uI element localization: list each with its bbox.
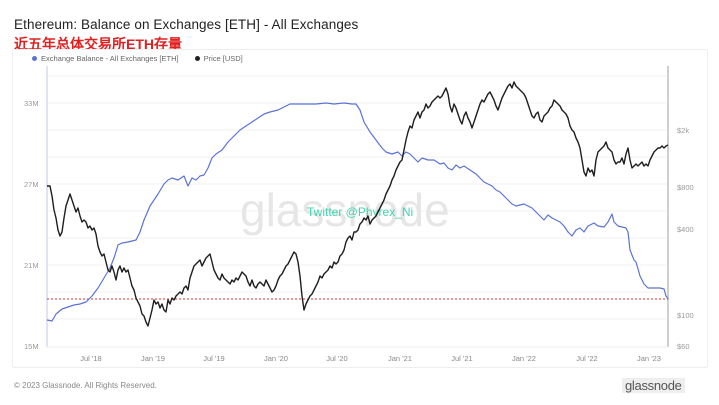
svg-text:33M: 33M xyxy=(24,99,39,108)
svg-text:Jan '21: Jan '21 xyxy=(388,354,412,363)
svg-text:Jul '19: Jul '19 xyxy=(203,354,224,363)
chart-card xyxy=(12,49,708,368)
chart-subtitle: 近五年总体交易所ETH存量 xyxy=(14,36,182,52)
svg-text:$100: $100 xyxy=(677,311,694,320)
svg-text:Jan '22: Jan '22 xyxy=(512,354,536,363)
svg-text:$800: $800 xyxy=(677,183,694,192)
price-line xyxy=(47,81,669,327)
legend-label: Price [USD] xyxy=(203,54,243,63)
legend-dot-icon xyxy=(194,56,200,61)
twitter-watermark: Twitter @Phyrex_Ni xyxy=(307,205,413,219)
legend-item-price[interactable]: Price [USD] xyxy=(194,54,243,63)
svg-text:15M: 15M xyxy=(24,342,39,351)
svg-text:Jan '19: Jan '19 xyxy=(141,354,165,363)
svg-text:Jul '18: Jul '18 xyxy=(80,354,101,363)
left-axis-labels: 33M 27M 21M 15M xyxy=(24,99,39,351)
glassnode-watermark: glassnode xyxy=(240,184,450,236)
svg-text:Jul '21: Jul '21 xyxy=(451,354,472,363)
svg-text:$400: $400 xyxy=(677,225,694,234)
svg-text:21M: 21M xyxy=(24,261,39,270)
x-axis-labels: Jul '18 Jan '19 Jul '19 Jan '20 Jul '20 … xyxy=(80,354,661,363)
copyright-footer: © 2023 Glassnode. All Rights Reserved. xyxy=(14,381,157,390)
legend-dot-icon xyxy=(32,56,37,61)
svg-text:Jan '20: Jan '20 xyxy=(264,354,288,363)
svg-text:Jul '22: Jul '22 xyxy=(576,354,597,363)
chart-title: Ethereum: Balance on Exchanges [ETH] - A… xyxy=(14,17,359,32)
svg-text:$60: $60 xyxy=(677,342,690,351)
chart-legend: Exchange Balance - All Exchanges [ETH] P… xyxy=(32,54,243,63)
svg-text:Jan '23: Jan '23 xyxy=(637,354,661,363)
legend-item-exchange-balance[interactable]: Exchange Balance - All Exchanges [ETH] xyxy=(32,54,179,63)
svg-text:Jul '20: Jul '20 xyxy=(326,354,347,363)
svg-text:27M: 27M xyxy=(24,180,39,189)
right-axis-labels: $2k $800 $400 $100 $60 xyxy=(677,126,694,351)
svg-text:$2k: $2k xyxy=(677,126,689,135)
exchange-balance-line xyxy=(46,102,669,322)
legend-label: Exchange Balance - All Exchanges [ETH] xyxy=(41,54,179,63)
glassnode-logo: glassnode xyxy=(622,378,685,393)
